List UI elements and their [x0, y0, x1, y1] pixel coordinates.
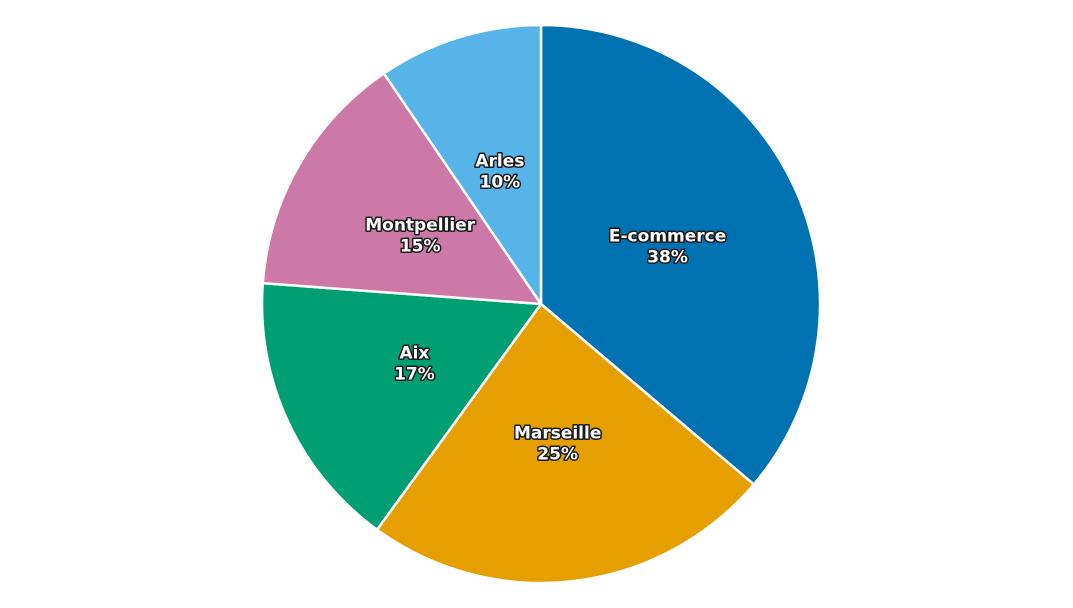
slice-percent-arles: 10% [480, 173, 521, 193]
pie-slice-marseille [375, 302, 756, 585]
slice-name-montpellier: Montpellier [365, 215, 476, 235]
pie-slice-e-commerce [539, 23, 822, 486]
slice-label-arles: Arles 10% [475, 152, 524, 193]
slice-name-aix: Aix [399, 344, 429, 364]
slice-name-marseille: Marseille [514, 424, 601, 444]
slices-layer [260, 23, 822, 585]
slice-label-e-commerce: E-commerce 38% [609, 226, 726, 267]
slice-label-aix: Aix 17% [394, 344, 435, 385]
slice-name-e-commerce: E-commerce [609, 226, 726, 246]
pie-slice-arles [382, 23, 543, 306]
slice-label-montpellier: Montpellier 15% [365, 215, 476, 256]
slice-percent-marseille: 25% [537, 445, 578, 465]
labels-layer: E-commerce 38% Marseille 25% Aix 17% Montpelli… [364, 150, 728, 466]
pie-slice-montpellier [261, 72, 543, 306]
slice-percent-e-commerce: 38% [647, 247, 688, 267]
slice-name-arles: Arles [475, 152, 524, 172]
slice-percent-aix: 17% [394, 365, 435, 385]
slice-percent-montpellier: 15% [400, 236, 441, 256]
pie-slice-aix [260, 281, 543, 531]
slice-label-marseille: Marseille 25% [514, 424, 601, 465]
